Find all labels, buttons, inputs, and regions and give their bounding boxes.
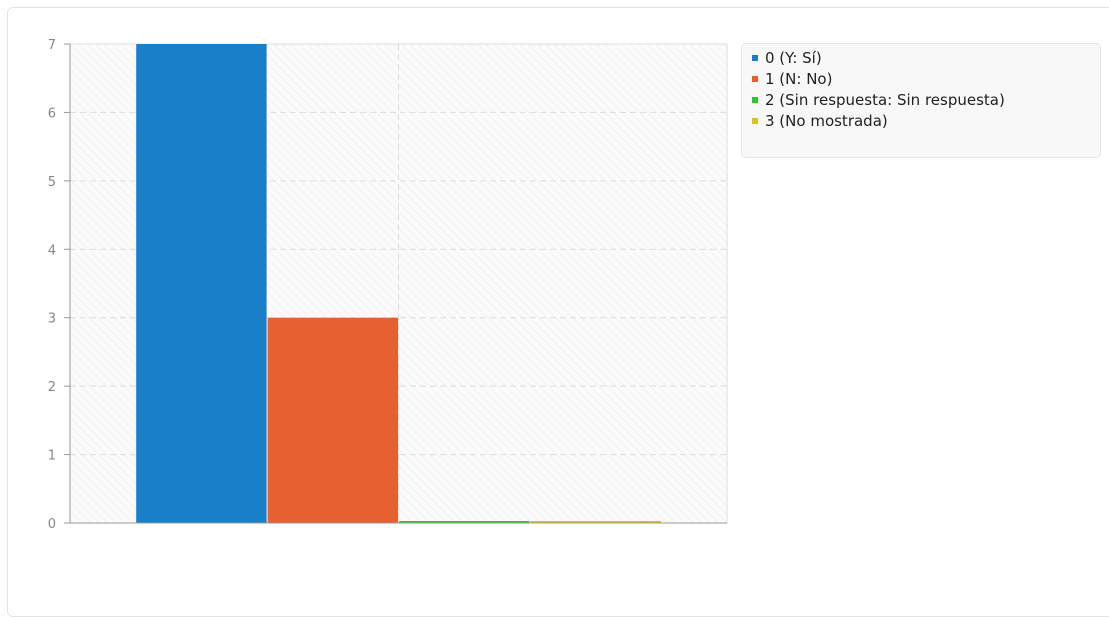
y-tick-label: 4 xyxy=(48,243,56,258)
legend-item[interactable]: 3 (No mostrada) xyxy=(752,110,1100,131)
y-axis: 0 1 2 3 4 5 6 7 xyxy=(48,38,727,532)
legend-label: 2 (Sin respuesta: Sin respuesta) xyxy=(765,90,1005,109)
legend-item[interactable]: 0 (Y: Sí) xyxy=(752,47,1100,68)
y-tick-label: 1 xyxy=(48,449,56,464)
y-tick-label: 2 xyxy=(48,380,56,395)
legend: 0 (Y: Sí) 1 (N: No) 2 (Sin respuesta: Sin … xyxy=(741,43,1101,158)
bars xyxy=(136,44,661,523)
legend-label: 3 (No mostrada) xyxy=(765,111,888,130)
y-tick-label: 6 xyxy=(48,106,56,121)
legend-swatch xyxy=(752,54,758,61)
y-tick-label: 3 xyxy=(48,312,56,327)
bar-series-0[interactable] xyxy=(136,44,267,523)
legend-label: 0 (Y: Sí) xyxy=(765,48,822,67)
legend-label: 1 (N: No) xyxy=(765,69,833,88)
bar-series-1[interactable] xyxy=(267,317,398,523)
bar-chart: 0 1 2 3 4 5 6 7 xyxy=(48,38,728,532)
legend-swatch xyxy=(752,96,758,103)
y-tick-label: 5 xyxy=(48,175,56,190)
y-tick-label: 0 xyxy=(48,517,56,532)
bar-series-3[interactable] xyxy=(530,521,661,523)
legend-swatch xyxy=(752,75,758,82)
legend-swatch xyxy=(752,117,758,124)
bar-series-2[interactable] xyxy=(399,521,530,523)
y-tick-label: 7 xyxy=(48,38,56,53)
legend-item[interactable]: 1 (N: No) xyxy=(752,68,1100,89)
legend-item[interactable]: 2 (Sin respuesta: Sin respuesta) xyxy=(752,89,1100,110)
